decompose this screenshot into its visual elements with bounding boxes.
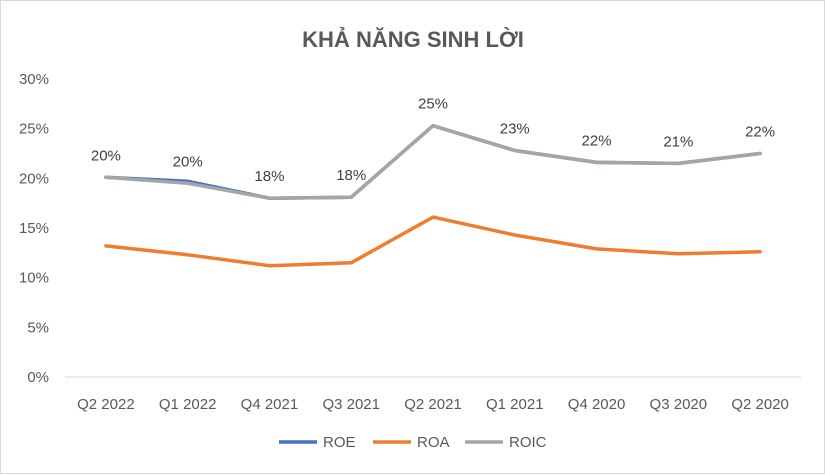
data-label: 23%	[500, 121, 530, 138]
axes: 0% 5% 10% 15% 20% 25% 30% Q2 2022 Q1 2022 Q4 2021…	[19, 71, 801, 413]
data-labels: 20% 20% 18% 18% 25% 23% 22% 21% 22%	[91, 96, 775, 186]
legend-label: ROA	[417, 434, 450, 451]
data-label: 18%	[336, 167, 366, 184]
x-tick-label: Q3 2021	[322, 396, 380, 413]
data-label: 20%	[173, 153, 203, 170]
x-tick-label: Q4 2020	[568, 396, 626, 413]
chart-title: KHẢ NĂNG SINH LỜI	[302, 27, 524, 52]
data-label: 21%	[663, 133, 693, 150]
x-tick-label: Q3 2020	[650, 396, 708, 413]
x-tick-label: Q2 2020	[731, 396, 789, 413]
x-tick-label: Q2 2021	[404, 396, 462, 413]
data-label: 22%	[745, 124, 775, 141]
x-tick-label: Q1 2021	[486, 396, 544, 413]
legend-item-roic: ROIC	[465, 434, 547, 451]
y-tick-label: 5%	[27, 319, 49, 336]
legend-item-roe: ROE	[279, 434, 356, 451]
x-tick-label: Q4 2021	[241, 396, 299, 413]
y-tick-label: 30%	[19, 71, 49, 88]
x-tick-label: Q1 2022	[159, 396, 217, 413]
y-tick-label: 0%	[27, 369, 49, 386]
y-tick-label: 20%	[19, 170, 49, 187]
series-line-roic	[104, 123, 762, 200]
legend-label: ROE	[323, 434, 356, 451]
y-tick-label: 15%	[19, 220, 49, 237]
data-label: 18%	[254, 168, 284, 185]
data-label: 20%	[91, 147, 121, 164]
y-tick-label: 25%	[19, 121, 49, 138]
legend: ROE ROA ROIC	[279, 434, 547, 451]
x-tick-label: Q2 2022	[77, 396, 135, 413]
data-label: 25%	[418, 96, 448, 113]
data-label: 22%	[582, 132, 612, 149]
series-line-roa	[104, 215, 762, 268]
series-lines	[104, 123, 762, 268]
legend-item-roa: ROA	[373, 434, 450, 451]
y-tick-label: 10%	[19, 270, 49, 287]
legend-label: ROIC	[509, 434, 547, 451]
